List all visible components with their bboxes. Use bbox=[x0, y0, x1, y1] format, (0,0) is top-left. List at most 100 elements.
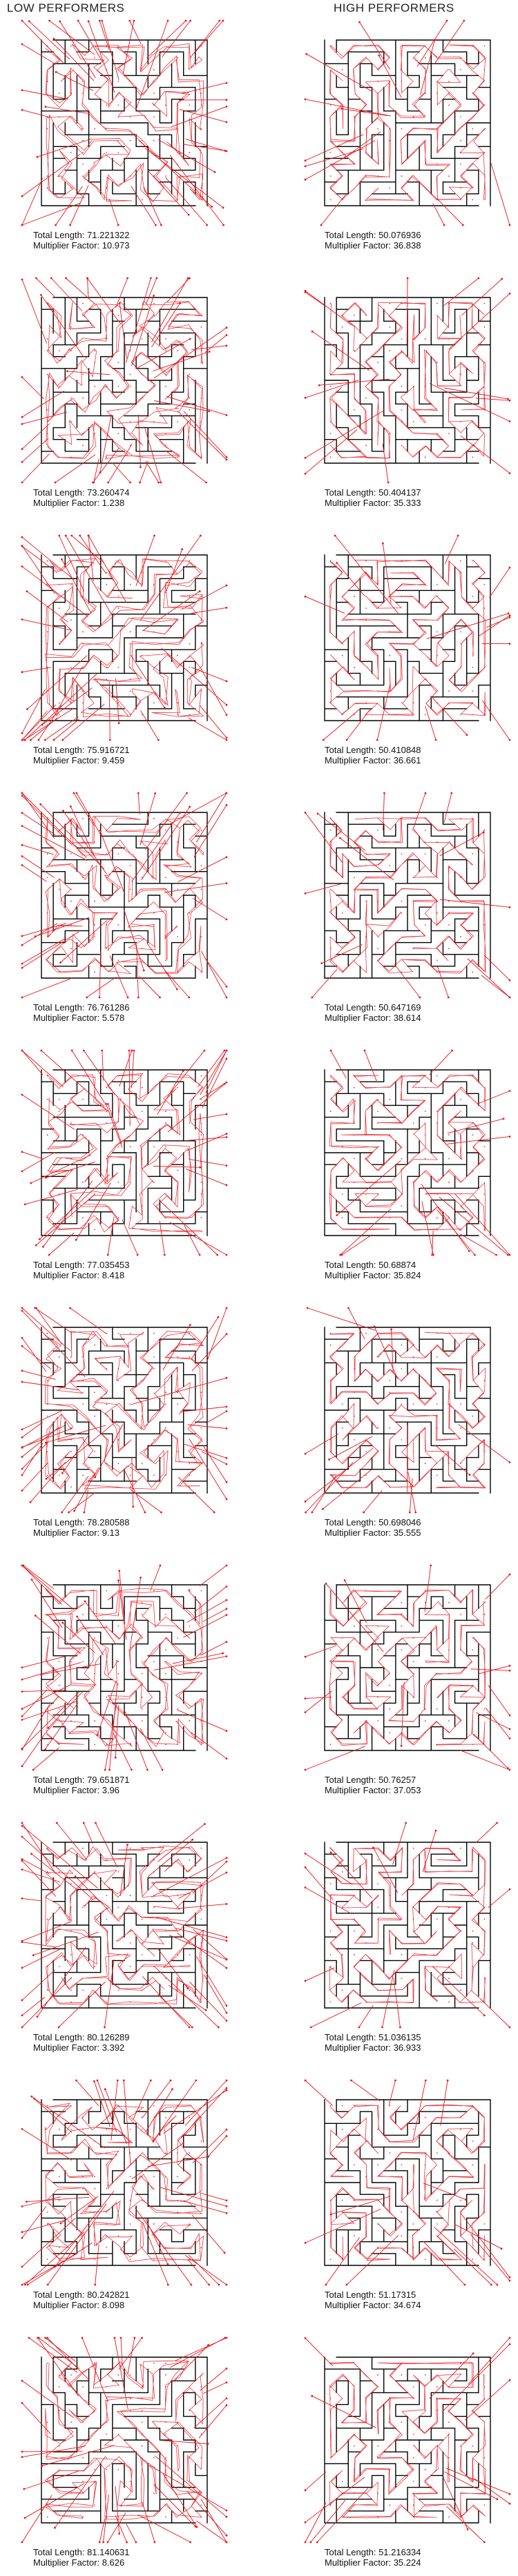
multiplier-factor-label: Multiplier Factor: 35.824 bbox=[325, 1270, 421, 1280]
label-value: 1.238 bbox=[102, 498, 125, 508]
multiplier-factor-label: Multiplier Factor: 36.661 bbox=[325, 755, 421, 765]
label-prefix: Total Length: bbox=[33, 2290, 88, 2300]
multiplier-factor-label: Multiplier Factor: 34.674 bbox=[325, 2300, 421, 2310]
total-length-label: Total Length: 51.17315 bbox=[325, 2290, 416, 2300]
label-prefix: Total Length: bbox=[325, 1260, 379, 1270]
label-prefix: Multiplier Factor: bbox=[325, 1785, 394, 1795]
high-performer-maze-2 bbox=[304, 277, 511, 484]
total-length-label: Total Length: 81.140631 bbox=[33, 2547, 130, 2557]
label-value: 50.404137 bbox=[378, 487, 421, 498]
label-prefix: Total Length: bbox=[325, 745, 379, 755]
maze-exit-rays bbox=[304, 19, 511, 226]
label-prefix: Total Length: bbox=[33, 1260, 88, 1270]
maze-walls bbox=[324, 2099, 491, 2266]
label-prefix: Multiplier Factor: bbox=[33, 1270, 102, 1280]
label-value: 3.96 bbox=[102, 1785, 120, 1795]
label-value: 80.126289 bbox=[87, 2032, 130, 2042]
label-value: 34.674 bbox=[393, 2300, 421, 2310]
label-value: 8.626 bbox=[102, 2557, 125, 2568]
multiplier-factor-label: Multiplier Factor: 5.578 bbox=[33, 1013, 124, 1023]
label-prefix: Total Length: bbox=[33, 230, 88, 240]
high-performer-maze-4 bbox=[304, 792, 511, 999]
total-length-label: Total Length: 80.242821 bbox=[33, 2290, 130, 2300]
label-prefix: Multiplier Factor: bbox=[325, 1528, 394, 1538]
maze-solution-path bbox=[44, 558, 204, 718]
maze-exit-rays bbox=[304, 792, 511, 999]
label-value: 35.824 bbox=[393, 1270, 421, 1280]
maze-exit-rays bbox=[21, 534, 228, 741]
label-prefix: Total Length: bbox=[325, 1002, 379, 1013]
maze-walls bbox=[41, 2099, 208, 2266]
low-performer-maze-3 bbox=[21, 534, 228, 741]
total-length-label: Total Length: 50.68874 bbox=[325, 1260, 416, 1270]
total-length-label: Total Length: 71.221322 bbox=[33, 230, 130, 240]
label-prefix: Multiplier Factor: bbox=[325, 755, 394, 765]
label-value: 51.17315 bbox=[378, 2290, 416, 2300]
maze-exit-rays bbox=[329, 1049, 511, 1256]
label-prefix: Multiplier Factor: bbox=[33, 1013, 102, 1023]
maze-solution-path bbox=[329, 1331, 486, 1489]
label-value: 35.555 bbox=[393, 1528, 421, 1538]
multiplier-factor-label: Multiplier Factor: 9.459 bbox=[33, 755, 124, 765]
label-prefix: Total Length: bbox=[33, 1002, 88, 1013]
total-length-label: Total Length: 73.260474 bbox=[33, 487, 130, 498]
label-prefix: Multiplier Factor: bbox=[33, 2300, 102, 2310]
label-prefix: Total Length: bbox=[325, 1775, 379, 1785]
high-performer-maze-8 bbox=[304, 1822, 511, 2029]
label-value: 80.242821 bbox=[87, 2290, 130, 2300]
multiplier-factor-label: Multiplier Factor: 36.933 bbox=[325, 2042, 421, 2053]
maze-walls bbox=[324, 2357, 491, 2524]
label-value: 35.224 bbox=[393, 2557, 421, 2568]
label-prefix: Multiplier Factor: bbox=[325, 2042, 394, 2053]
label-value: 78.280588 bbox=[87, 1517, 130, 1528]
multiplier-factor-label: Multiplier Factor: 8.098 bbox=[33, 2300, 124, 2310]
maze-exit-rays bbox=[21, 2079, 228, 2286]
maze-exit-rays bbox=[304, 2336, 511, 2544]
maze-exit-rays bbox=[304, 1307, 511, 1514]
label-value: 50.76257 bbox=[378, 1775, 416, 1785]
maze-walls bbox=[41, 297, 208, 464]
total-length-label: Total Length: 79.651871 bbox=[33, 1775, 130, 1785]
label-value: 38.614 bbox=[393, 1013, 421, 1023]
label-value: 75.916721 bbox=[87, 745, 130, 755]
label-prefix: Multiplier Factor: bbox=[33, 240, 102, 251]
label-prefix: Multiplier Factor: bbox=[33, 498, 102, 508]
high-performer-maze-3 bbox=[304, 534, 511, 741]
label-prefix: Multiplier Factor: bbox=[325, 2557, 394, 2568]
multiplier-factor-label: Multiplier Factor: 8.418 bbox=[33, 1270, 124, 1280]
label-value: 51.216334 bbox=[378, 2547, 421, 2557]
total-length-label: Total Length: 50.410848 bbox=[325, 745, 421, 755]
maze-exit-rays bbox=[21, 1822, 228, 2029]
maze-solution-path bbox=[329, 559, 486, 716]
label-value: 5.578 bbox=[102, 1013, 125, 1023]
maze-solution-path bbox=[329, 2104, 486, 2261]
maze-exit-rays bbox=[21, 277, 228, 484]
maze-exit-rays bbox=[304, 534, 511, 741]
maze-solution-path bbox=[329, 44, 486, 201]
label-prefix: Total Length: bbox=[33, 2547, 88, 2557]
maze-solution-path bbox=[329, 302, 486, 459]
multiplier-factor-label: Multiplier Factor: 35.333 bbox=[325, 498, 421, 508]
maze-exit-rays bbox=[21, 19, 228, 226]
multiplier-factor-label: Multiplier Factor: 3.96 bbox=[33, 1785, 119, 1795]
label-value: 50.698046 bbox=[378, 1517, 421, 1528]
multiplier-factor-label: Multiplier Factor: 35.224 bbox=[325, 2557, 421, 2568]
maze-solution-path bbox=[44, 1331, 204, 1490]
total-length-label: Total Length: 50.076936 bbox=[325, 230, 421, 240]
multiplier-factor-label: Multiplier Factor: 38.614 bbox=[325, 1013, 421, 1023]
total-length-label: Total Length: 51.216334 bbox=[325, 2547, 421, 2557]
maze-exit-rays bbox=[21, 1307, 228, 1514]
low-performer-maze-4 bbox=[21, 792, 228, 999]
maze-solution-path bbox=[46, 300, 204, 460]
label-value: 10.973 bbox=[102, 240, 130, 251]
label-value: 76.761286 bbox=[87, 1002, 130, 1013]
label-value: 37.053 bbox=[393, 1785, 421, 1795]
label-prefix: Total Length: bbox=[325, 1517, 379, 1528]
maze-exit-rays bbox=[21, 792, 228, 999]
multiplier-factor-label: Multiplier Factor: 37.053 bbox=[325, 1785, 421, 1795]
multiplier-factor-label: Multiplier Factor: 10.973 bbox=[33, 240, 129, 251]
high-performer-maze-7 bbox=[304, 1564, 511, 1771]
label-value: 9.459 bbox=[102, 755, 125, 765]
total-length-label: Total Length: 50.76257 bbox=[325, 1775, 416, 1785]
label-prefix: Total Length: bbox=[325, 487, 379, 498]
